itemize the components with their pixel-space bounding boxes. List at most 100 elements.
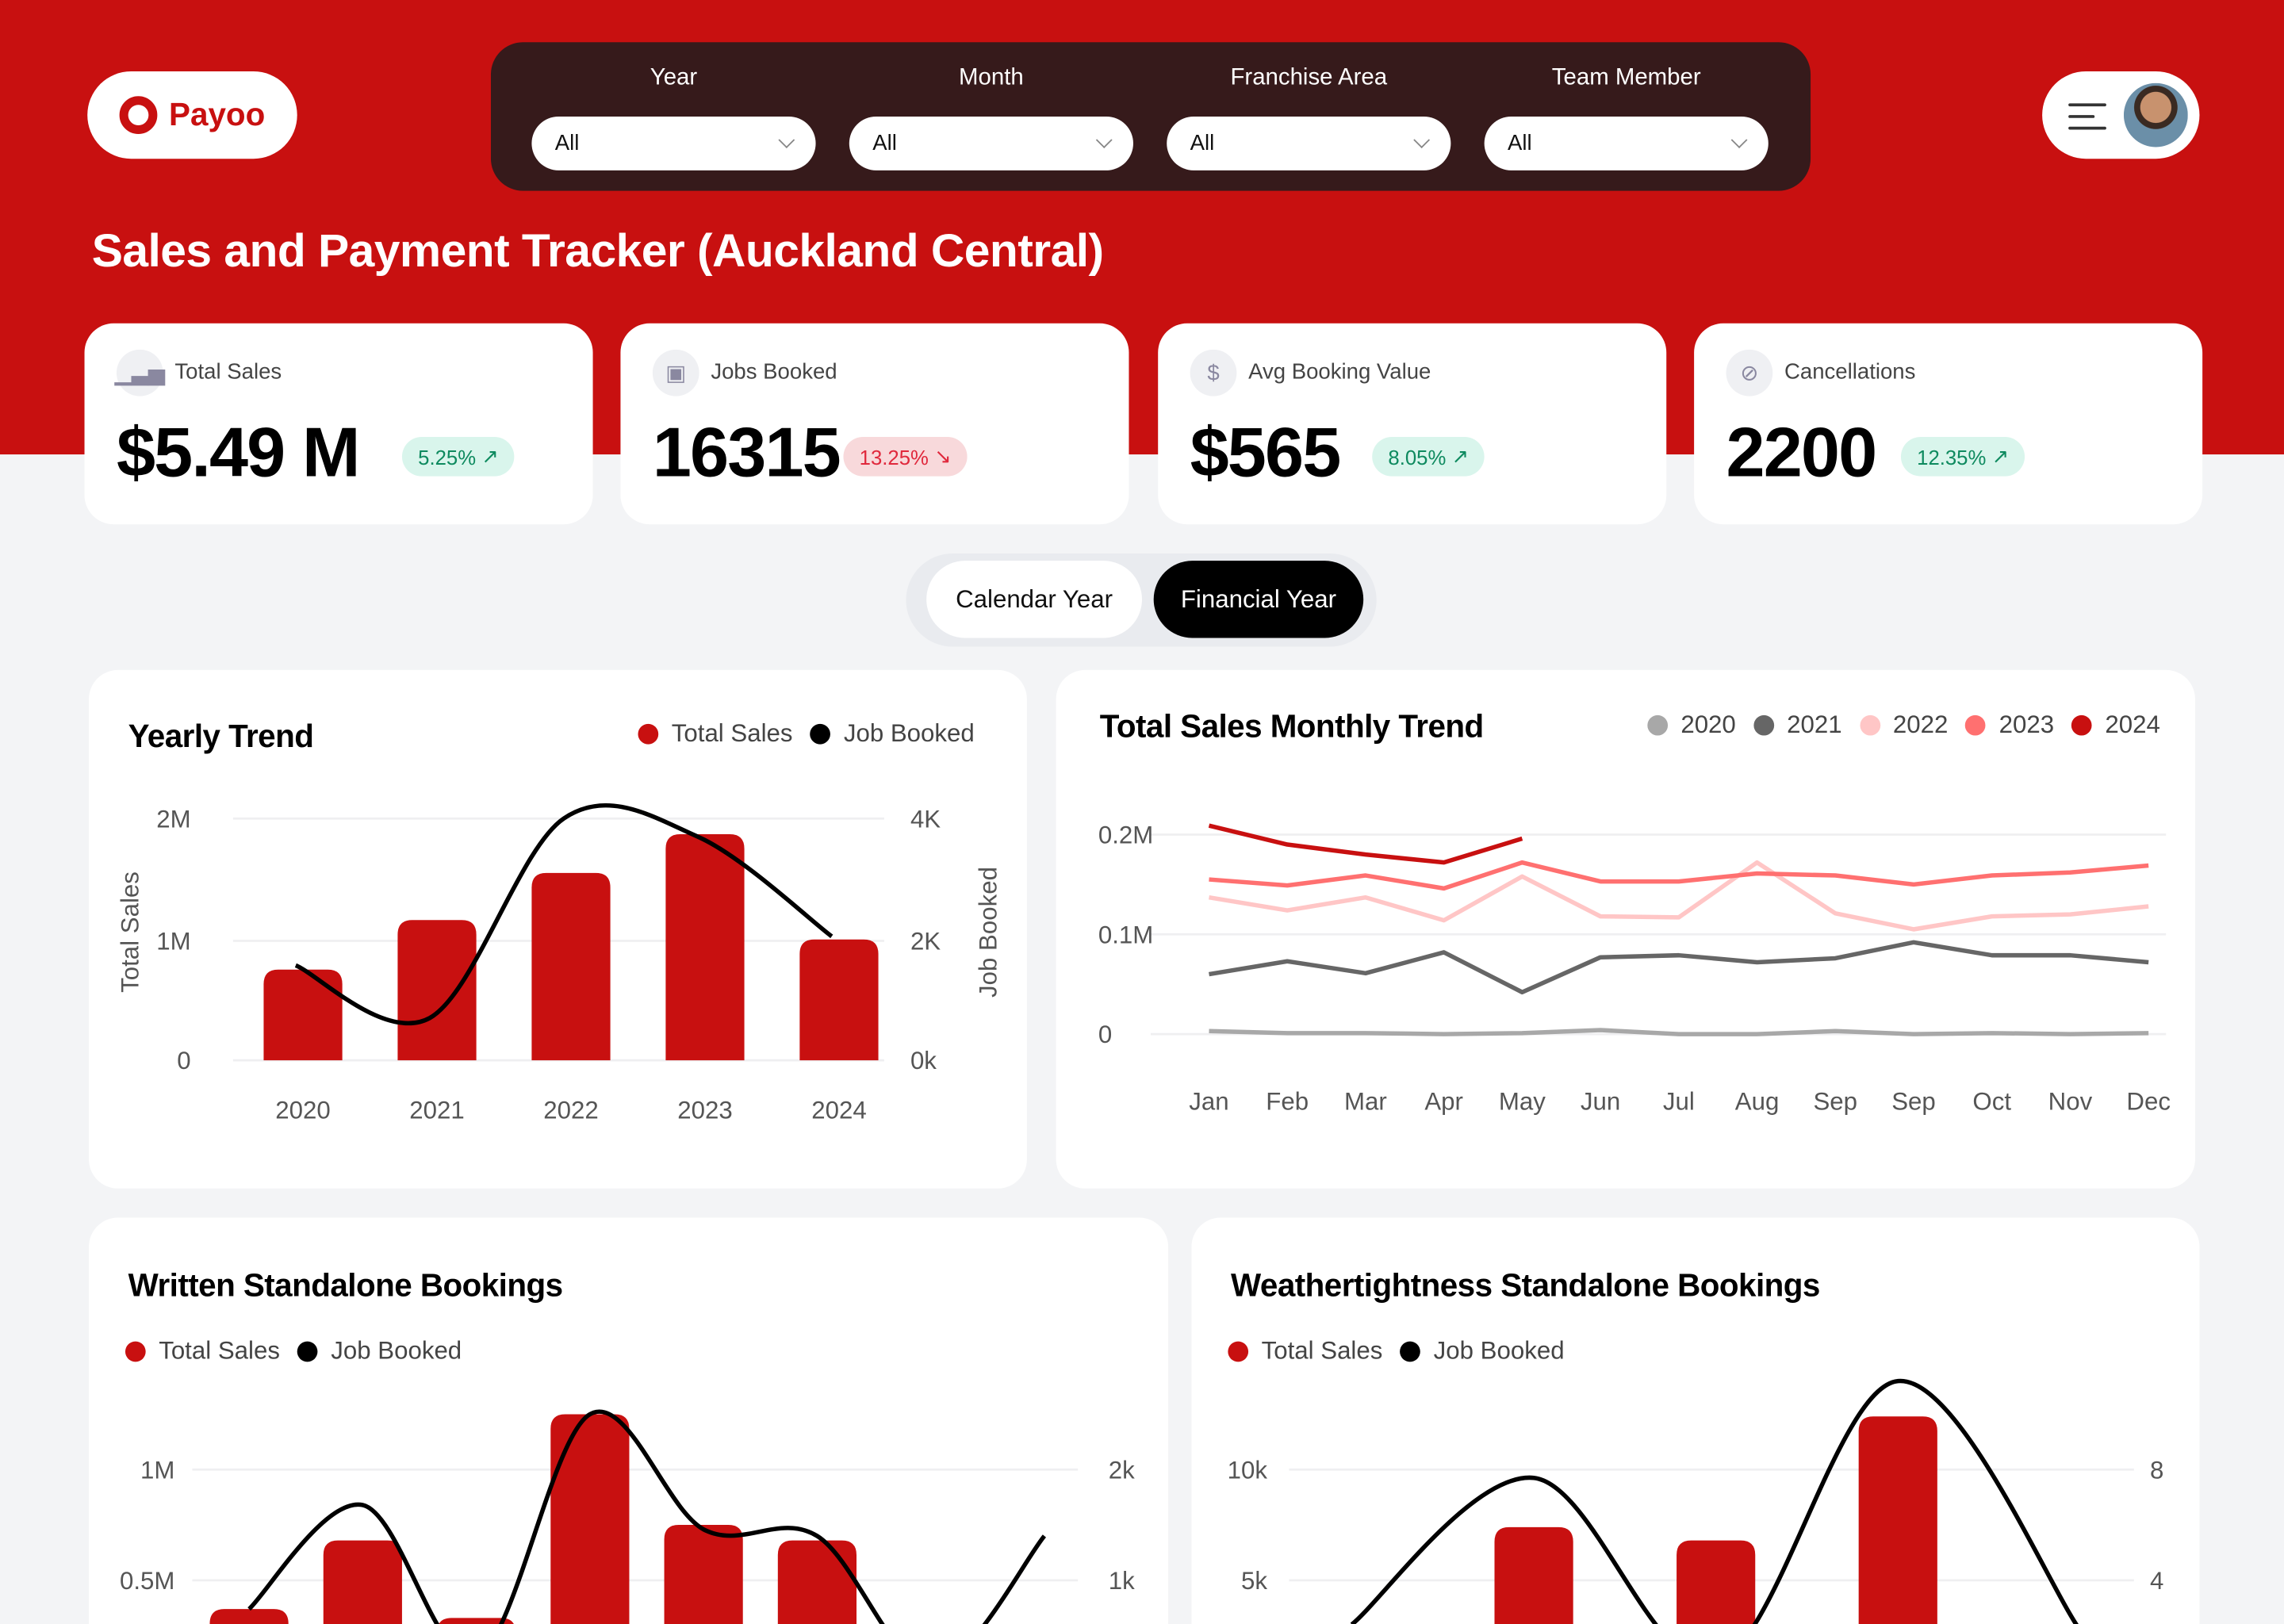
series-line-2024: [1208, 823, 1523, 865]
month-select[interactable]: All: [849, 116, 1133, 170]
change-value: 13.25%: [859, 445, 929, 469]
y-tick-label: 0: [177, 1047, 190, 1074]
chart-title: Weathertightness Standalone Bookings: [1231, 1266, 1820, 1304]
year-type-toggle: Calendar Year Financial Year: [906, 553, 1377, 647]
x-tick-label: Mar: [1344, 1088, 1387, 1116]
user-menu[interactable]: [2042, 71, 2200, 159]
legend-label: 2022: [1892, 710, 1949, 739]
franchise-value: All: [1190, 131, 1215, 156]
team-value: All: [1508, 131, 1532, 156]
chart-title: Written Standalone Bookings: [128, 1266, 563, 1304]
hamburger-icon[interactable]: [2068, 103, 2106, 137]
logo[interactable]: Payoo: [87, 71, 297, 159]
legend-label: Job Booked: [843, 719, 975, 748]
x-tick-label: 2023: [677, 1097, 732, 1124]
kpi-avg-booking-value: $ Avg Booking Value $565 8.05% ↗: [1158, 323, 1667, 525]
legend-dot: [2071, 714, 2092, 736]
legend-label: Total Sales: [671, 719, 793, 748]
monthly-trend-card: Total Sales Monthly Trend 2020 2021 2022 20…: [1056, 669, 2195, 1189]
bar: [323, 1540, 402, 1624]
kpi-label: Avg Booking Value: [1248, 359, 1431, 385]
kpi-value: $565: [1190, 415, 1342, 492]
x-tick-label: Nov: [2048, 1088, 2093, 1116]
legend-label: Job Booked: [1433, 1337, 1565, 1365]
chart-title: Yearly Trend: [128, 718, 314, 755]
legend-dot: [1965, 714, 1987, 736]
chart-legend: Total Sales Job Booked: [621, 719, 975, 749]
x-tick-label: Apr: [1424, 1088, 1463, 1116]
kpi-value: 2200: [1726, 415, 1878, 492]
x-tick-label: Dec: [2126, 1088, 2171, 1116]
weathertightness-bookings-chart: 5k 4 10k 8: [1228, 1378, 2163, 1624]
x-tick-label: 2024: [811, 1097, 866, 1124]
y2-tick-label: 2k: [1109, 1456, 1135, 1484]
legend-label: 2023: [1998, 710, 2055, 739]
year-value: All: [554, 131, 580, 156]
chart-title: Total Sales Monthly Trend: [1099, 707, 1484, 745]
x-tick-label: Feb: [1266, 1088, 1309, 1116]
yearly-trend-chart: 0 0k 1M 2K 2M 4K 2020 2021 2022 2023 2024 Total Sal…: [116, 802, 1002, 1124]
avatar[interactable]: [2121, 80, 2191, 151]
legend-label: Total Sales: [1261, 1337, 1383, 1365]
y2-tick-label: 1k: [1109, 1567, 1135, 1595]
x-tick-label: 2020: [275, 1097, 330, 1124]
y-tick-label: 5k: [1241, 1567, 1267, 1595]
franchise-area-select[interactable]: All: [1167, 116, 1451, 170]
y-tick-label: 1M: [140, 1456, 174, 1484]
change-value: 5.25%: [418, 445, 477, 469]
legend-dot: [1228, 1341, 1249, 1362]
y2-tick-label: 2K: [910, 928, 941, 956]
payoo-logo-icon: [119, 96, 158, 134]
series-line-2020: [1209, 1028, 2149, 1036]
team-member-select[interactable]: All: [1484, 116, 1769, 170]
y-tick-label: 0: [1098, 1021, 1112, 1048]
legend-label: 2021: [1787, 710, 1842, 739]
legend-dot: [125, 1341, 146, 1362]
kpi-value: $5.49 M: [116, 415, 361, 492]
job-booked-line: [294, 802, 834, 1026]
x-tick-label: Sep: [1891, 1088, 1936, 1116]
page-title: Sales and Payment Tracker (Auckland Cent…: [91, 224, 1104, 277]
bar: [1494, 1526, 1573, 1624]
chart-legend: Total Sales Job Booked: [108, 1337, 462, 1366]
y-tick-label: 2M: [156, 805, 190, 833]
ban-icon: ⊘: [1726, 349, 1773, 396]
legend-label: Total Sales: [159, 1337, 280, 1365]
bar: [664, 1525, 743, 1624]
y2-tick-label: 0k: [910, 1047, 937, 1074]
chart-legend: 2020 2021 2022 2023 2024: [1630, 710, 2160, 740]
y2-axis-title: Job Booked: [974, 867, 1002, 998]
filter-label-franchise: Franchise Area: [1230, 65, 1388, 90]
filter-label-team: Team Member: [1551, 65, 1701, 90]
series-line-2021: [1209, 940, 2149, 994]
x-tick-label: Jun: [1581, 1088, 1620, 1116]
change-badge: 12.35% ↗: [1900, 437, 2025, 477]
year-select[interactable]: All: [531, 116, 816, 170]
bar: [209, 1609, 289, 1624]
arrow-up-right-icon: ↗: [1991, 444, 2010, 468]
x-tick-label: Jul: [1663, 1088, 1695, 1116]
bar: [799, 939, 879, 1061]
job-booked-line: [247, 1409, 1047, 1624]
series-line-2022: [1209, 860, 2149, 932]
y-axis-title: Total Sales: [116, 871, 144, 993]
y-tick-label: 0.2M: [1098, 821, 1153, 848]
financial-year-button[interactable]: Financial Year: [1153, 561, 1364, 638]
bar: [1858, 1416, 1937, 1624]
x-tick-label: 2021: [409, 1097, 464, 1124]
brand-name: Payoo: [169, 96, 266, 133]
kpi-label: Cancellations: [1784, 359, 1916, 385]
bar: [550, 1414, 630, 1624]
y-tick-label: 0.5M: [120, 1567, 174, 1595]
chevron-down-icon: [778, 131, 795, 148]
kpi-jobs-booked: ▣ Jobs Booked 16315 13.25% ↘: [620, 323, 1129, 525]
legend-dot: [297, 1341, 318, 1362]
change-badge: 5.25% ↗: [401, 437, 515, 477]
monthly-trend-chart: 0 0.1M 0.2M Jan Feb Mar Apr May Jun Jul Aug Sep Sep O…: [1098, 821, 2171, 1116]
x-tick-label: Oct: [1972, 1088, 2011, 1116]
calendar-year-button[interactable]: Calendar Year: [926, 561, 1142, 638]
weathertightness-bookings-card: Weathertightness Standalone Bookings Tot…: [1191, 1217, 2200, 1624]
month-value: All: [872, 131, 897, 156]
change-value: 12.35%: [1917, 445, 1987, 469]
